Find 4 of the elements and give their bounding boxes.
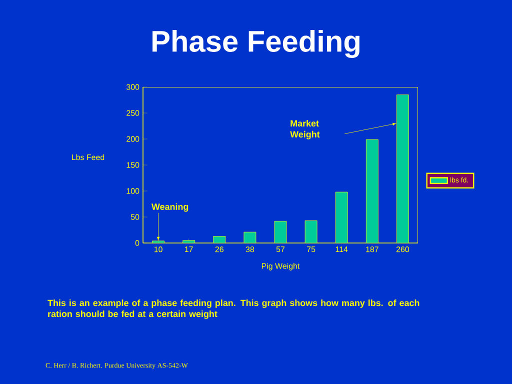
text: This is an example of a phase feeding plan. This graph shows how many lbs. of each ration should be fed at a certain weight bbox=[48, 300, 420, 319]
annotation: Weaning bbox=[151, 203, 188, 212]
annotation: Market Weight bbox=[290, 120, 320, 140]
chart-title: Phase Feeding bbox=[152, 30, 360, 58]
